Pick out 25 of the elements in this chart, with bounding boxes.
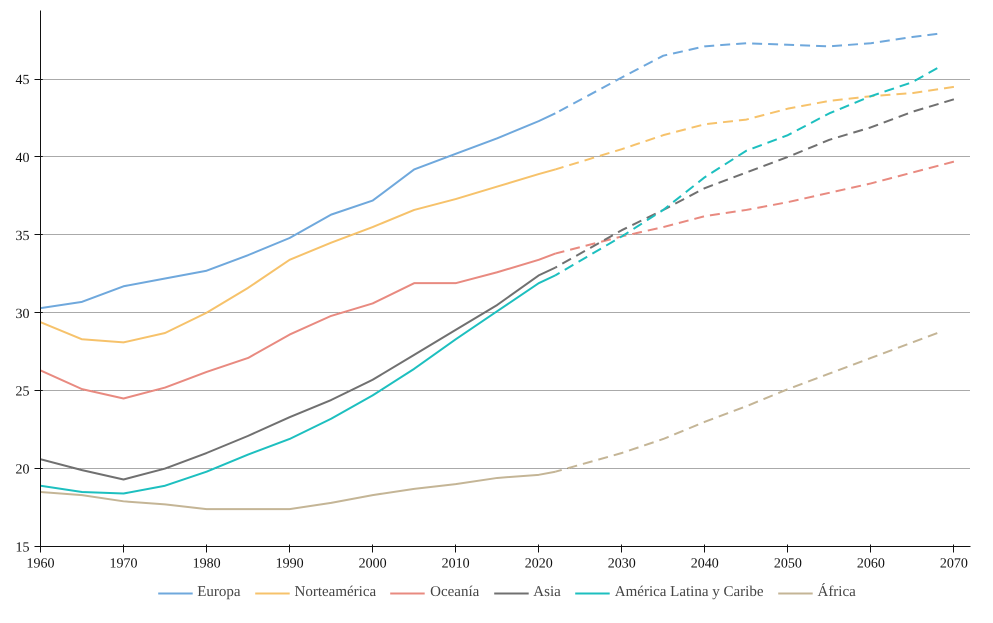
x-tick-label: 1980 — [192, 556, 221, 572]
x-tick-label: 2010 — [442, 556, 470, 572]
x-tick-label: 1960 — [26, 556, 54, 572]
legend-label: Europa — [197, 584, 241, 601]
y-tick-label: 35 — [16, 228, 30, 244]
y-tick-label: 40 — [16, 150, 30, 166]
legend-label: Norteamérica — [294, 584, 376, 601]
x-tick-label: 1970 — [110, 556, 138, 572]
x-tick-label: 2030 — [608, 556, 636, 572]
y-tick-label: 30 — [16, 306, 30, 322]
x-tick-label: 2070 — [940, 556, 968, 572]
y-tick-label: 20 — [16, 462, 30, 478]
x-tick-label: 2020 — [524, 556, 553, 572]
legend-label: Asia — [533, 584, 561, 601]
legend-label: América Latina y Caribe — [614, 584, 764, 601]
x-tick-label: 2060 — [856, 556, 885, 572]
x-tick-label: 2040 — [690, 556, 719, 572]
x-tick-label: 2000 — [358, 556, 387, 572]
x-tick-label: 2050 — [774, 556, 802, 572]
y-tick-label: 25 — [16, 384, 30, 400]
y-tick-label: 45 — [16, 73, 30, 88]
legend-label: Oceanía — [430, 584, 480, 601]
legend-label: África — [817, 584, 856, 601]
x-tick-label: 1990 — [276, 556, 304, 572]
y-tick-label: 15 — [16, 540, 30, 556]
